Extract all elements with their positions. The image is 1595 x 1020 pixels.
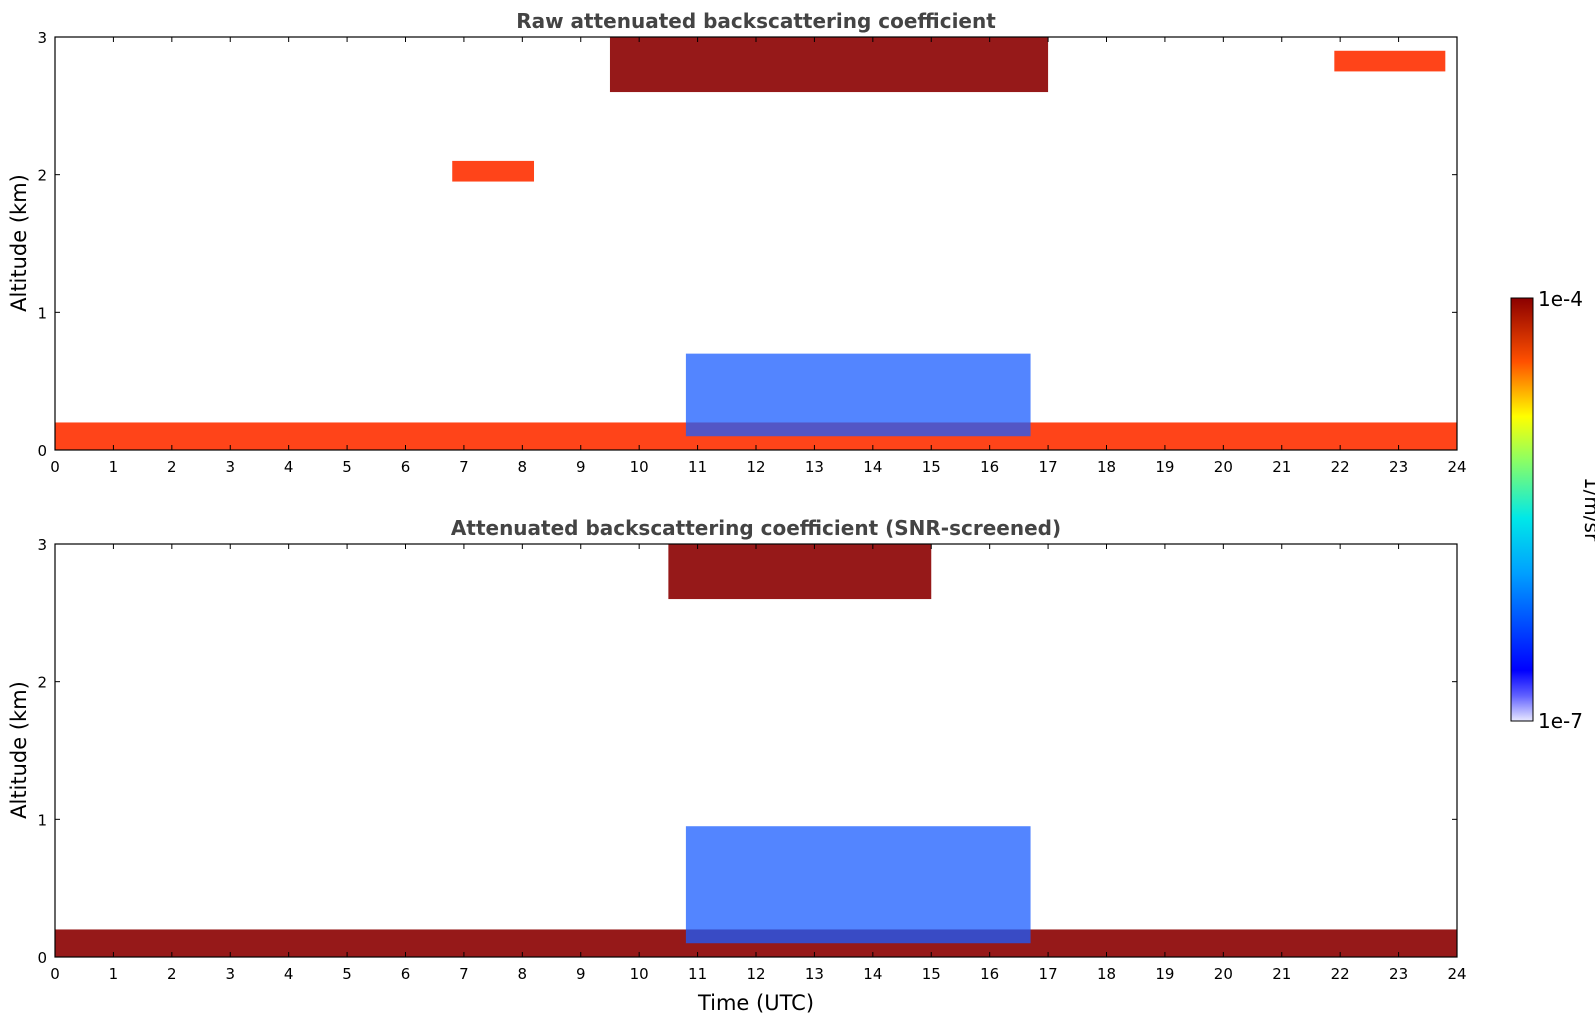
panel-screened: Attenuated backscattering coefficient (S…	[7, 516, 1467, 1015]
x-tick-label: 22	[1331, 965, 1350, 983]
panel-raw-title: Raw attenuated backscattering coefficien…	[516, 9, 996, 33]
x-tick-label: 13	[805, 965, 824, 983]
x-tick-label: 19	[1155, 965, 1174, 983]
x-tick-label: 16	[980, 458, 999, 476]
x-tick-label: 15	[922, 965, 941, 983]
x-tick-label: 12	[746, 458, 765, 476]
x-tick-label: 9	[576, 965, 586, 983]
x-tick-label: 7	[459, 458, 469, 476]
x-tick-label: 9	[576, 458, 586, 476]
panel-raw-heatmap	[55, 37, 1457, 450]
x-tick-label: 24	[1447, 458, 1466, 476]
x-tick-label: 21	[1272, 965, 1291, 983]
x-tick-label: 24	[1447, 965, 1466, 983]
x-tick-label: 14	[863, 965, 882, 983]
heatmap-feature-high-cloud	[609, 37, 1049, 93]
x-tick-label: 3	[225, 458, 235, 476]
panel-screened-title: Attenuated backscattering coefficient (S…	[451, 516, 1061, 540]
x-tick-label: 0	[50, 458, 60, 476]
colorbar-gradient	[1510, 297, 1534, 722]
x-tick-label: 5	[342, 458, 352, 476]
x-tick-label: 20	[1214, 458, 1233, 476]
x-tick-label: 19	[1155, 458, 1174, 476]
colorbar-max-label: 1e-4	[1538, 287, 1583, 311]
x-tick-label: 3	[225, 965, 235, 983]
x-tick-label: 17	[1039, 965, 1058, 983]
x-tick-label: 18	[1097, 458, 1116, 476]
x-tick-label: 8	[518, 458, 528, 476]
heatmap-feature-high-cloud	[668, 544, 932, 600]
x-tick-label: 21	[1272, 458, 1291, 476]
x-tick-label: 17	[1039, 458, 1058, 476]
x-tick-label: 4	[284, 965, 294, 983]
panel-raw-x-axis: 0 1 2 3 4 5 6 7 8 9 10 11 12 13 14 15 16 17 18 19 20 21 22 23 24	[50, 37, 1467, 476]
x-tick-label: 13	[805, 458, 824, 476]
colorbar-unit-label: 1/m/sr	[1580, 477, 1595, 542]
x-tick-label: 15	[922, 458, 941, 476]
panel-raw: Raw attenuated backscattering coefficien…	[7, 9, 1467, 476]
y-tick-label: 1	[37, 304, 47, 322]
x-tick-label: 12	[746, 965, 765, 983]
x-tick-label: 23	[1389, 458, 1408, 476]
x-tick-label: 6	[401, 458, 411, 476]
heatmap-feature-boundary-layer	[685, 353, 1031, 437]
x-tick-label: 16	[980, 965, 999, 983]
x-tick-label: 20	[1214, 965, 1233, 983]
panel-raw-y-label: Altitude (km)	[7, 174, 31, 312]
x-tick-label: 14	[863, 458, 882, 476]
colorbar-min-label: 1e-7	[1538, 709, 1583, 733]
y-tick-label: 2	[37, 674, 47, 692]
x-tick-label: 11	[688, 965, 707, 983]
y-tick-label: 3	[37, 536, 47, 554]
x-tick-label: 5	[342, 965, 352, 983]
panel-screened-heatmap	[55, 544, 1457, 957]
x-tick-label: 8	[518, 965, 528, 983]
x-tick-label: 0	[50, 965, 60, 983]
heatmap-feature-cloud-at-2.8-km	[1334, 50, 1446, 72]
y-tick-label: 2	[37, 167, 47, 185]
heatmap-feature-boundary-layer	[685, 826, 1031, 944]
x-tick-label: 11	[688, 458, 707, 476]
x-tick-label: 1	[109, 458, 119, 476]
x-tick-label: 23	[1389, 965, 1408, 983]
x-tick-label: 18	[1097, 965, 1116, 983]
colorbar: 1e-4 1e-7 1/m/sr	[1510, 287, 1595, 733]
x-tick-label: 2	[167, 965, 177, 983]
x-tick-label: 22	[1331, 458, 1350, 476]
y-tick-label: 1	[37, 811, 47, 829]
x-tick-label: 1	[109, 965, 119, 983]
panel-screened-x-label: Time (UTC)	[697, 991, 814, 1015]
panel-raw-y-axis: 0 1 2 3	[37, 29, 1457, 460]
panel-screened-y-axis: 0 1 2 3	[37, 536, 1457, 967]
y-tick-label: 0	[37, 949, 47, 967]
panel-screened-x-axis: 0 1 2 3 4 5 6 7 8 9 10 11 12 13 14 15 16 17 18 19 20 21 22 23 24	[50, 544, 1467, 983]
panel-screened-y-label: Altitude (km)	[7, 681, 31, 819]
x-tick-label: 2	[167, 458, 177, 476]
x-tick-label: 10	[630, 458, 649, 476]
y-tick-label: 3	[37, 29, 47, 47]
x-tick-label: 6	[401, 965, 411, 983]
heatmap-feature-cloud-at-2-km	[452, 160, 535, 182]
x-tick-label: 4	[284, 458, 294, 476]
x-tick-label: 10	[630, 965, 649, 983]
y-tick-label: 0	[37, 442, 47, 460]
x-tick-label: 7	[459, 965, 469, 983]
